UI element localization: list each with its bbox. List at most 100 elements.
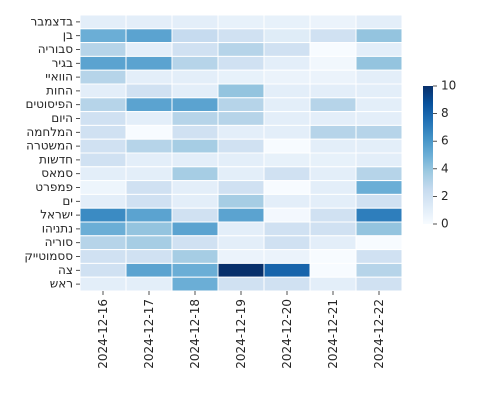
y-tick-label: ים [62, 194, 73, 208]
heatmap-cell [125, 180, 173, 195]
heatmap-cell [171, 180, 219, 195]
x-tick-label: 2024-12-22 [372, 299, 386, 369]
heatmap-cell [217, 276, 265, 292]
heatmap-cell [79, 138, 127, 154]
heatmap-cell [263, 262, 311, 278]
colorbar-tick-label: 0 [441, 217, 449, 231]
heatmap-cell [171, 55, 219, 71]
heatmap-cell [263, 276, 311, 292]
heatmap-cell [125, 276, 173, 292]
heatmap-cell [263, 193, 311, 209]
heatmap-cell [355, 97, 403, 113]
colorbar-tick-label: 2 [441, 189, 449, 203]
heatmap-cell [263, 124, 311, 140]
heatmap-cell [309, 235, 357, 251]
heatmap-cell [309, 193, 357, 209]
heatmap-cell [79, 249, 127, 264]
heatmap-cell [171, 111, 219, 126]
y-tick-label: ראש [50, 277, 73, 291]
heatmap-cell [217, 262, 265, 278]
heatmap-cell [355, 55, 403, 71]
heatmap-cell [79, 97, 127, 113]
heatmap-cell [309, 83, 357, 99]
heatmap-cell [355, 249, 403, 264]
heatmap-cell [171, 14, 219, 30]
heatmap-cell [125, 83, 173, 99]
x-tick-label: 2024-12-20 [280, 299, 294, 369]
heatmap-cell [125, 166, 173, 182]
heatmap-cell [217, 249, 265, 264]
heatmap-cell [263, 180, 311, 195]
heatmap-cell [125, 207, 173, 223]
heatmap-cell [263, 55, 311, 71]
heatmap-cell [217, 207, 265, 223]
heatmap-cell [263, 249, 311, 264]
heatmap-cell [125, 249, 173, 264]
heatmap-cell [217, 166, 265, 182]
heatmap-cell [79, 193, 127, 209]
heatmap-cell [263, 152, 311, 168]
heatmap-cell [309, 28, 357, 44]
heatmap-cell [217, 193, 265, 209]
heatmap-cell [125, 42, 173, 57]
heatmap-cell [125, 97, 173, 113]
y-tick-label: בגיר [52, 56, 73, 70]
heatmap-cell [217, 55, 265, 71]
heatmap-cell [171, 276, 219, 292]
heatmap-cell [355, 276, 403, 292]
heatmap-cell [217, 180, 265, 195]
heatmap-cell [355, 28, 403, 44]
heatmap-cell [171, 28, 219, 44]
heatmap-cell [263, 221, 311, 237]
heatmap-cell [217, 97, 265, 113]
y-tick-label: המשטרה [26, 139, 73, 153]
heatmap-cell [309, 207, 357, 223]
heatmap-cell [79, 166, 127, 182]
y-axis: בדצמברבןסבוריהבגירהוואייהחותהפיסוטיםהיום… [24, 14, 80, 291]
y-tick-label: סבוריה [38, 42, 74, 56]
x-tick-label: 2024-12-19 [234, 299, 248, 369]
heatmap-cell [263, 42, 311, 57]
heatmap-cell [125, 262, 173, 278]
heatmap-cell [79, 42, 127, 57]
heatmap-cell [355, 83, 403, 99]
colorbar: 0 2 4 6 8 10 [423, 79, 456, 231]
heatmap-cell [309, 262, 357, 278]
heatmap-cell [79, 28, 127, 44]
heatmap-cell [217, 28, 265, 44]
heatmap-cell [355, 14, 403, 30]
heatmap-cell [217, 235, 265, 251]
heatmap-cell [309, 249, 357, 264]
y-tick-label: היום [51, 111, 73, 125]
heatmap-cell [217, 111, 265, 126]
heatmap-cell [309, 42, 357, 57]
heatmap-cell [309, 221, 357, 237]
heatmap-cell [171, 97, 219, 113]
heatmap-cell [171, 124, 219, 140]
heatmap-cell [263, 83, 311, 99]
heatmap-cell [125, 14, 173, 30]
x-tick-label: 2024-12-21 [326, 299, 340, 369]
heatmap-cell [355, 207, 403, 223]
y-tick-label: בן [63, 28, 73, 42]
heatmap-cell [171, 152, 219, 168]
heatmap-cell [263, 28, 311, 44]
heatmap-cell [171, 193, 219, 209]
y-tick-label: נתניהו [42, 221, 73, 235]
heatmap-cell [125, 55, 173, 71]
y-tick-label: הוואיי [45, 70, 73, 84]
heatmap-cell [171, 221, 219, 237]
heatmap-cell [355, 262, 403, 278]
heatmap-cell [309, 124, 357, 140]
heatmap-cell [355, 111, 403, 126]
heatmap-cell [79, 55, 127, 71]
heatmap-cell [171, 166, 219, 182]
heatmap-cell [79, 111, 127, 126]
heatmap-cell [217, 124, 265, 140]
y-tick-label: סמאס [41, 166, 73, 180]
y-tick-label: ססמוטייק [24, 249, 73, 263]
heatmap-cell [217, 14, 265, 30]
colorbar-tick-label: 6 [441, 134, 449, 148]
x-tick-label: 2024-12-18 [188, 299, 202, 369]
